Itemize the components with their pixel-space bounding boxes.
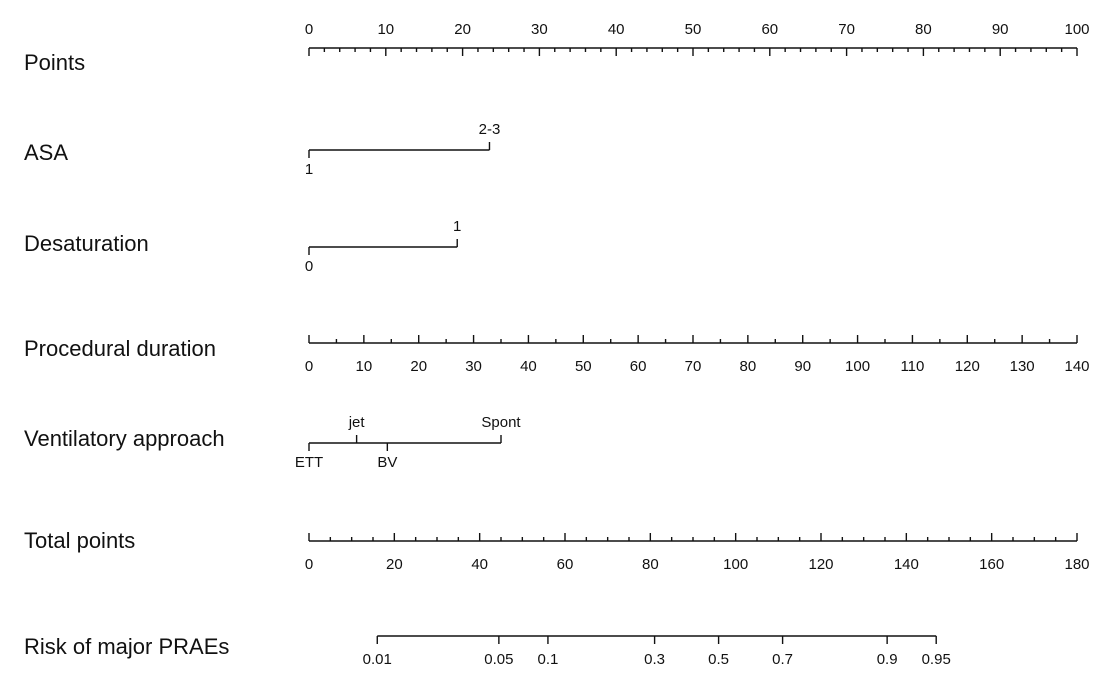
row-ventilatory-approach: Ventilatory approach ETT jet BV Spont bbox=[24, 414, 521, 471]
tick-label: 20 bbox=[386, 556, 403, 573]
tick-label: 0 bbox=[305, 556, 313, 573]
category-label: BV bbox=[377, 454, 397, 471]
row-label: Ventilatory approach bbox=[24, 426, 225, 451]
tick-label: 120 bbox=[955, 358, 980, 375]
tick-label: 0.3 bbox=[644, 651, 665, 668]
row-procedural-duration: Procedural duration 0 10 20 30 40 50 60 70 80 90 10… bbox=[24, 335, 1090, 375]
row-label: Procedural duration bbox=[24, 336, 216, 361]
category-label: 2-3 bbox=[479, 121, 501, 138]
tick-label: 0.5 bbox=[708, 651, 729, 668]
tick-label: 20 bbox=[454, 21, 471, 38]
tick-label: 0.1 bbox=[538, 651, 559, 668]
tick-label: 60 bbox=[557, 556, 574, 573]
category-label: 1 bbox=[305, 161, 313, 178]
row-risk-of-major-praes: Risk of major PRAEs 0.01 0.05 0.1 0.3 0.5 0.7 0… bbox=[24, 634, 951, 668]
tick-label: 80 bbox=[915, 21, 932, 38]
tick-label: 160 bbox=[979, 556, 1004, 573]
tick-label: 80 bbox=[740, 358, 757, 375]
row-total-points: Total points 0 20 40 60 80 100 120 140 160 180 bbox=[24, 528, 1090, 573]
tick-label: 140 bbox=[1064, 358, 1089, 375]
tick-label: 10 bbox=[356, 358, 373, 375]
row-label: Desaturation bbox=[24, 231, 149, 256]
tick-label: 90 bbox=[992, 21, 1009, 38]
tick-label: 60 bbox=[630, 358, 647, 375]
row-points: Points 0 10 20 30 40 50 60 70 80 90 100 bbox=[24, 21, 1090, 75]
row-asa: ASA 1 2-3 bbox=[24, 121, 500, 178]
tick-label: 130 bbox=[1010, 358, 1035, 375]
tick-label: 110 bbox=[900, 358, 924, 375]
tick-label: 30 bbox=[531, 21, 548, 38]
tick-label: 40 bbox=[520, 358, 537, 375]
tick-label: 0.01 bbox=[363, 651, 392, 668]
tick-label: 140 bbox=[894, 556, 919, 573]
category-label: 0 bbox=[305, 258, 313, 275]
tick-label: 20 bbox=[410, 358, 427, 375]
row-desaturation: Desaturation 0 1 bbox=[24, 218, 461, 275]
tick-label: 100 bbox=[1064, 21, 1089, 38]
tick-label: 80 bbox=[642, 556, 659, 573]
category-label: 1 bbox=[453, 218, 461, 235]
tick-label: 100 bbox=[845, 358, 870, 375]
tick-label: 50 bbox=[575, 358, 592, 375]
tick-label: 60 bbox=[761, 21, 778, 38]
tick-label: 10 bbox=[377, 21, 394, 38]
tick-label: 40 bbox=[471, 556, 488, 573]
tick-label: 0.9 bbox=[877, 651, 898, 668]
tick-label: 0 bbox=[305, 21, 313, 38]
tick-label: 90 bbox=[794, 358, 811, 375]
tick-label: 40 bbox=[608, 21, 625, 38]
tick-label: 70 bbox=[838, 21, 855, 38]
category-label: ETT bbox=[295, 454, 323, 471]
row-label: Points bbox=[24, 50, 85, 75]
tick-label: 50 bbox=[685, 21, 702, 38]
tick-label: 180 bbox=[1064, 556, 1089, 573]
tick-label: 30 bbox=[465, 358, 482, 375]
tick-label: 0.7 bbox=[772, 651, 793, 668]
category-label: Spont bbox=[481, 414, 521, 431]
tick-label: 0.95 bbox=[922, 651, 951, 668]
tick-label: 0.05 bbox=[484, 651, 513, 668]
category-label: jet bbox=[348, 414, 366, 431]
tick-label: 70 bbox=[685, 358, 702, 375]
tick-label: 0 bbox=[305, 358, 313, 375]
tick-label: 120 bbox=[808, 556, 833, 573]
tick-label: 100 bbox=[723, 556, 748, 573]
row-label: ASA bbox=[24, 140, 68, 165]
row-label: Total points bbox=[24, 528, 135, 553]
row-label: Risk of major PRAEs bbox=[24, 634, 229, 659]
